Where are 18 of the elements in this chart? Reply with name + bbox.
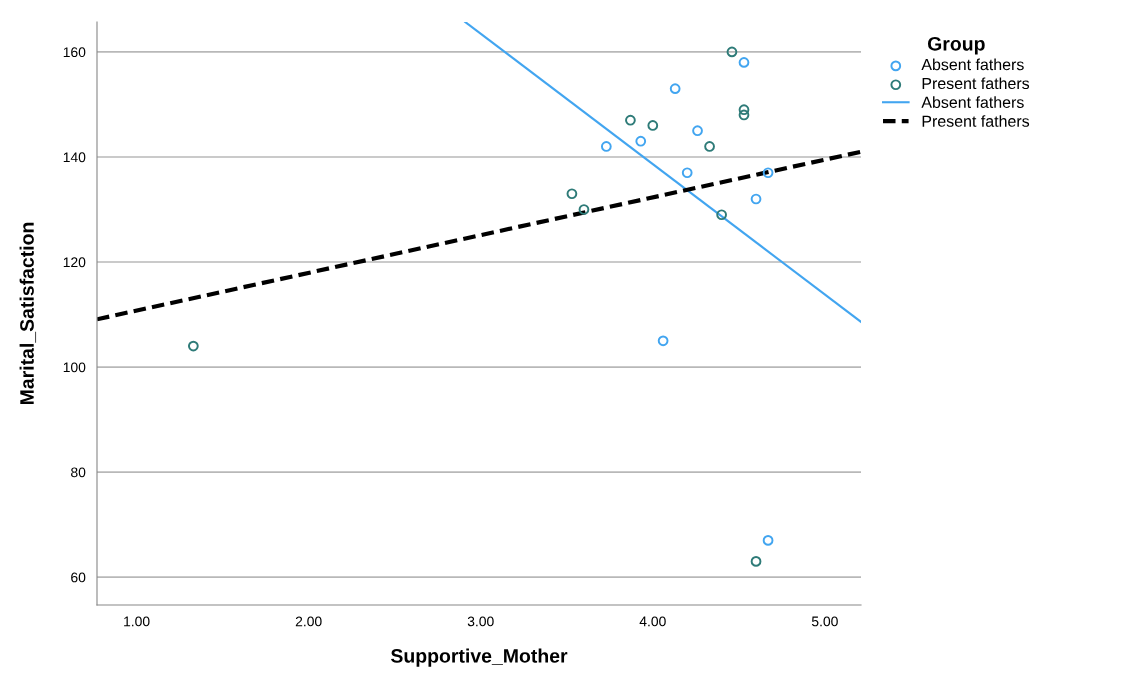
x-tick-label: 4.00 bbox=[639, 616, 666, 627]
x-axis-title: Supportive_Mother bbox=[390, 648, 568, 667]
x-tick-label: 3.00 bbox=[467, 616, 494, 627]
y-tick-label: 160 bbox=[63, 47, 86, 58]
y-tick-label: 120 bbox=[63, 257, 86, 268]
y-tick-label: 60 bbox=[71, 572, 86, 583]
x-tick-label: 5.00 bbox=[811, 616, 838, 627]
x-tick-label: 1.00 bbox=[124, 616, 150, 627]
y-tick-label: 140 bbox=[63, 152, 86, 163]
y-axis-title: Marital_Satisfaction bbox=[19, 222, 37, 405]
legend-label: Present fathers bbox=[922, 115, 1030, 127]
legend-label: Absent fathers bbox=[921, 58, 1024, 71]
y-tick-label: 100 bbox=[63, 362, 86, 373]
legend-label: Absent fathers bbox=[921, 96, 1024, 108]
legend-label: Present fathers bbox=[922, 77, 1030, 90]
x-tick-label: 2.00 bbox=[295, 616, 322, 627]
legend-title: Group bbox=[927, 36, 985, 55]
y-tick-label: 80 bbox=[71, 467, 86, 478]
